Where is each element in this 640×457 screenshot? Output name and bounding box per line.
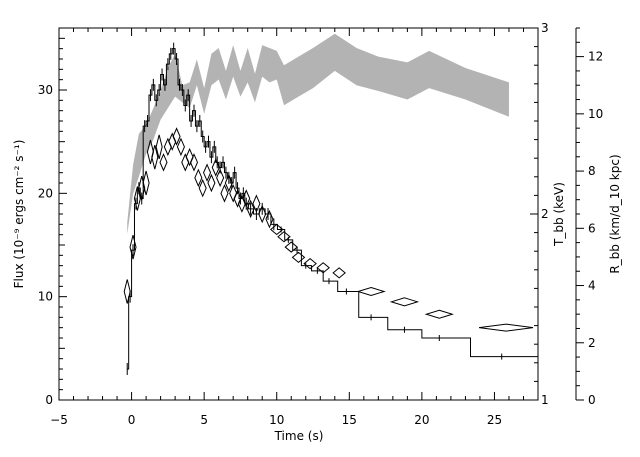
tbb-diamond (269, 223, 284, 236)
tbb-diamond (211, 158, 220, 177)
tbb-diamond (291, 251, 306, 264)
x-tick-label: 20 (414, 413, 429, 427)
x-axis-ticks: −5 0 5 10 15 20 25 (50, 28, 539, 427)
y3-axis-ticks: 0 2 4 6 8 10 12 (576, 27, 603, 407)
tbb-diamond (265, 209, 274, 229)
tbb-diamond (224, 173, 233, 193)
x-tick-label: 5 (200, 413, 208, 427)
tbb-diamond (189, 153, 199, 172)
x-tick-label: 15 (342, 413, 357, 427)
tbb-diamond (207, 173, 216, 193)
flux-step-line (127, 48, 538, 370)
y2-tick-label: 2 (541, 207, 549, 221)
tbb-diamond (242, 189, 251, 208)
y-tick-label: 0 (45, 393, 53, 407)
y3-tick-label: 12 (588, 50, 603, 64)
y3-tick-label: 6 (588, 221, 596, 235)
tbb-diamond (303, 257, 317, 270)
tbb-diamond (155, 134, 163, 159)
tbb-diamond (176, 137, 185, 157)
tbb-diamond (151, 145, 159, 170)
x-tick-label: 25 (487, 413, 502, 427)
tbb-diamond (133, 186, 141, 211)
tbb-diamond (220, 184, 229, 203)
tbb-diamond (284, 241, 299, 253)
tbb-diamond (246, 199, 255, 219)
tbb-diamond (277, 231, 291, 243)
y3-tick-label: 10 (588, 107, 603, 121)
y-axis-ticks: 0 10 20 30 (38, 37, 67, 407)
x-tick-label: 0 (128, 413, 136, 427)
y2-tick-label: 3 (541, 21, 549, 35)
tbb-diamond (229, 184, 238, 203)
x-tick-label: −5 (50, 413, 68, 427)
tbb-diamond (146, 139, 154, 165)
tbb-diamond-series (123, 127, 534, 332)
y-tick-label: 20 (38, 186, 53, 200)
tbb-diamond (142, 170, 150, 196)
tbb-diamond (252, 194, 261, 213)
tbb-diamond (198, 178, 207, 198)
tbb-diamond (479, 323, 534, 332)
y2-tick-label: 1 (541, 393, 549, 407)
tbb-diamond (181, 153, 190, 172)
tbb-diamond (123, 279, 131, 304)
x-tick-label: 10 (269, 413, 284, 427)
tbb-diamond (172, 127, 181, 146)
tbb-diamond (389, 297, 420, 307)
y-axis-label: Flux (10⁻⁹ ergs cm⁻² s⁻¹) (12, 140, 26, 289)
tbb-diamond (168, 132, 177, 151)
y3-tick-label: 8 (588, 164, 596, 178)
tbb-diamond (233, 189, 242, 208)
tbb-diamond (163, 137, 172, 157)
y-tick-label: 10 (38, 290, 53, 304)
tbb-diamond (316, 262, 330, 274)
y3-tick-label: 2 (588, 336, 596, 350)
rbb-band-area (127, 33, 509, 235)
tbb-diamond (356, 286, 386, 297)
rbb-band (127, 33, 509, 235)
y3-axis-label: R_bb (km/d_10 kpc) (608, 154, 622, 273)
tbb-diamond (424, 309, 454, 319)
y3-tick-label: 0 (588, 393, 596, 407)
tbb-diamond (185, 147, 194, 167)
y3-tick-label: 4 (588, 279, 596, 293)
tbb-diamond (332, 267, 346, 279)
flux-step-series (126, 42, 538, 375)
y2-axis-ticks: 1 2 3 (530, 21, 549, 407)
y2-axis-label: T_bb (keV) (552, 182, 566, 247)
tbb-diamond (159, 153, 168, 172)
tbb-diamond (258, 204, 267, 224)
tbb-diamond (129, 234, 137, 260)
tbb-diamond (203, 163, 212, 182)
y-tick-label: 30 (38, 83, 53, 97)
tbb-diamond (216, 168, 225, 188)
tbb-diamond (194, 168, 203, 188)
x-axis-label: Time (s) (274, 429, 324, 443)
